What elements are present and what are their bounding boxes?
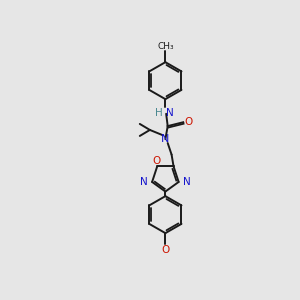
- Text: O: O: [161, 245, 169, 255]
- Text: N: N: [166, 108, 174, 118]
- Text: N: N: [140, 177, 148, 187]
- Text: N: N: [161, 134, 170, 144]
- Text: O: O: [185, 117, 193, 127]
- Text: O: O: [152, 156, 160, 166]
- Text: CH₃: CH₃: [157, 42, 174, 51]
- Text: N: N: [182, 177, 190, 187]
- Text: H: H: [155, 108, 163, 118]
